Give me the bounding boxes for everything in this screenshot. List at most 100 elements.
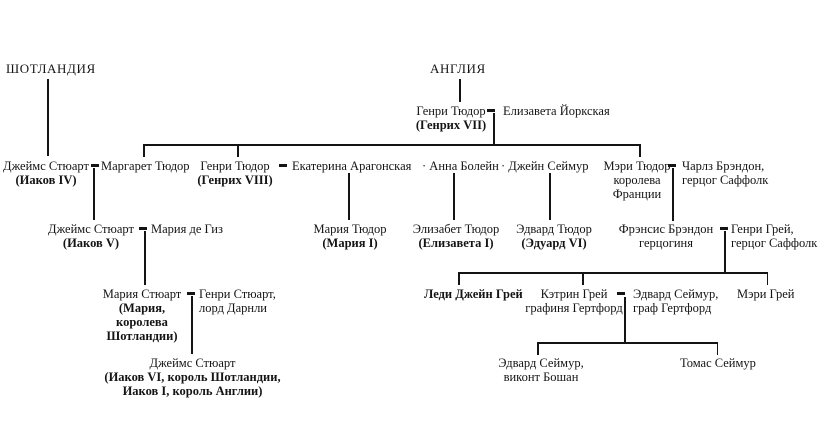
person-title: виконт Бошан xyxy=(503,370,579,384)
person-catherine-grey: Кэтрин Грей графиня Гертфорд xyxy=(514,287,634,315)
person-mary-tudor-france: Мэри Тюдор королева Франции xyxy=(589,159,685,201)
person-mary1: Мария Тюдор (Мария I) xyxy=(302,222,398,250)
person-royal-title: Шотландии) xyxy=(106,329,178,343)
person-royal-title: (Мария I) xyxy=(322,236,378,250)
person-henry-stuart: Генри Стюарт, лорд Дарнли xyxy=(199,287,276,315)
marriage-dash-henry8 xyxy=(279,164,287,167)
person-elizabeth-york: Елизавета Йоркская xyxy=(503,104,610,118)
person-name: Генри Грей, xyxy=(731,222,794,236)
person-royal-title: (Генрих VIII) xyxy=(197,173,273,187)
connector-tick-jane-grey xyxy=(458,272,460,285)
person-edward-seymour-hertford: Эдвард Сеймур, граф Гертфорд xyxy=(633,287,718,315)
person-name: Мэри Грей xyxy=(737,287,795,301)
connector-seymour-sibling-bar xyxy=(537,342,718,344)
person-title: герцогиня xyxy=(639,236,693,250)
person-title: лорд Дарнли xyxy=(199,301,267,315)
person-name: Генри Тюдор xyxy=(416,104,486,118)
connector-james4-james5 xyxy=(93,168,95,220)
connector-scotland-james4 xyxy=(47,79,49,156)
person-name: · Анна Болейн xyxy=(422,159,499,173)
connector-grey-sibling-bar xyxy=(458,272,768,274)
person-name: Чарлз Брэндон, xyxy=(682,159,765,173)
connector-catherine-mary1 xyxy=(348,173,350,220)
person-name: Маргарет Тюдор xyxy=(101,159,190,173)
marriage-dash-henry7 xyxy=(487,109,495,112)
person-mary-grey: Мэри Грей xyxy=(737,287,794,301)
person-name: Джеймс Стюарт xyxy=(149,356,236,370)
person-name: Елизавета Йоркская xyxy=(503,104,610,118)
person-title: королева xyxy=(613,173,661,187)
person-henry7: Генри Тюдор (Генрих VII) xyxy=(403,104,499,132)
person-name: Кэтрин Грей xyxy=(540,287,608,301)
person-edward6: Эдвард Тюдор (Эдуард VI) xyxy=(504,222,604,250)
connector-tick-mary-grey xyxy=(766,272,768,285)
person-name: · Джейн Сеймур xyxy=(501,159,589,173)
person-james6: Джеймс Стюарт (Иаков VI, король Шотланди… xyxy=(85,356,300,398)
person-name: Мария де Гиз xyxy=(151,222,223,236)
connector-tick-catherine-grey xyxy=(582,272,584,285)
person-title: Франции xyxy=(612,187,662,201)
person-royal-title: (Иаков VI, король Шотландии, xyxy=(104,370,281,384)
person-royal-title: (Эдуард VI) xyxy=(521,236,587,250)
marriage-dash-james4 xyxy=(91,164,99,167)
person-name: Эдвард Тюдор xyxy=(516,222,592,236)
person-jane-seymour: · Джейн Сеймур xyxy=(501,159,588,173)
person-margaret-tudor: Маргарет Тюдор xyxy=(101,159,190,173)
person-name: Эдвард Сеймур, xyxy=(633,287,719,301)
person-title: графиня Гертфорд xyxy=(525,301,623,315)
marriage-dash-james5 xyxy=(139,227,147,230)
person-royal-title: королева xyxy=(116,315,168,329)
marriage-dash-catherinegrey xyxy=(617,292,625,295)
person-royal-title: (Иаков V) xyxy=(62,236,120,250)
person-title: герцог Саффолк xyxy=(731,236,818,250)
person-name: Леди Джейн Грей xyxy=(424,287,523,301)
connector-jane-edward6 xyxy=(549,173,551,220)
person-name: Джеймс Стюарт xyxy=(48,222,134,236)
person-royal-title: Иаков I, король Англии) xyxy=(122,384,263,398)
person-elizabeth1: Элизабет Тюдор (Елизавета I) xyxy=(406,222,506,250)
connector-marytudor-frances xyxy=(672,168,674,221)
person-frances-brandon: Фрэнсис Брэндон герцогиня xyxy=(611,222,721,250)
connector-henry7-sibling-bar xyxy=(143,144,640,146)
person-mary-stuart: Мария Стюарт (Мария, королева Шотландии) xyxy=(94,287,190,343)
connector-henry7-children xyxy=(493,113,495,144)
person-henry8: Генри Тюдор (Генрих VIII) xyxy=(187,159,283,187)
connector-tick-edward-beauchamp xyxy=(537,342,539,355)
region-label-scotland: ШОТЛАНДИЯ xyxy=(6,61,96,76)
person-royal-title: (Иаков IV) xyxy=(15,173,77,187)
person-royal-title: (Генрих VII) xyxy=(415,118,487,132)
marriage-dash-marytudor xyxy=(668,164,676,167)
region-label-england: АНГЛИЯ xyxy=(430,61,486,76)
connector-tick-margaret xyxy=(143,144,145,157)
person-james5: Джеймс Стюарт (Иаков V) xyxy=(43,222,139,250)
person-name: Мэри Тюдор xyxy=(603,159,671,173)
person-anne-boleyn: · Анна Болейн xyxy=(422,159,499,173)
person-name: Джеймс Стюарт xyxy=(3,159,89,173)
connector-tick-mary-tudor-france xyxy=(639,144,641,157)
marriage-dash-marystuart xyxy=(187,292,195,295)
connector-anne-elizabeth1 xyxy=(453,173,455,220)
person-name: Томас Сеймур xyxy=(680,356,756,370)
person-name: Эдвард Сеймур, xyxy=(498,356,584,370)
connector-tick-henry8 xyxy=(237,144,239,157)
person-name: Генри Тюдор xyxy=(200,159,270,173)
connector-tick-thomas-seymour xyxy=(716,342,718,355)
person-charles-brandon: Чарлз Брэндон, герцог Саффолк xyxy=(682,159,768,187)
person-title: герцог Саффолк xyxy=(682,173,769,187)
person-name: Мария Тюдор xyxy=(313,222,387,236)
person-name: Екатерина Арагонская xyxy=(292,159,412,173)
person-royal-title: (Елизавета I) xyxy=(418,236,494,250)
person-name: Элизабет Тюдор xyxy=(412,222,500,236)
person-royal-title: (Мария, xyxy=(118,301,166,315)
person-henry-grey: Генри Грей, герцог Саффолк xyxy=(731,222,817,250)
person-title: граф Гертфорд xyxy=(633,301,712,315)
person-james4: Джеймс Стюарт (Иаков IV) xyxy=(0,159,94,187)
person-name: Мария Стюарт xyxy=(102,287,182,301)
marriage-dash-frances xyxy=(720,227,728,230)
person-mary-guise: Мария де Гиз xyxy=(151,222,223,236)
person-catherine-aragon: Екатерина Арагонская xyxy=(292,159,411,173)
person-name: Фрэнсис Брэндон xyxy=(618,222,714,236)
connector-james5-marystuart xyxy=(144,231,146,285)
connector-catherinegrey-children xyxy=(624,297,626,342)
